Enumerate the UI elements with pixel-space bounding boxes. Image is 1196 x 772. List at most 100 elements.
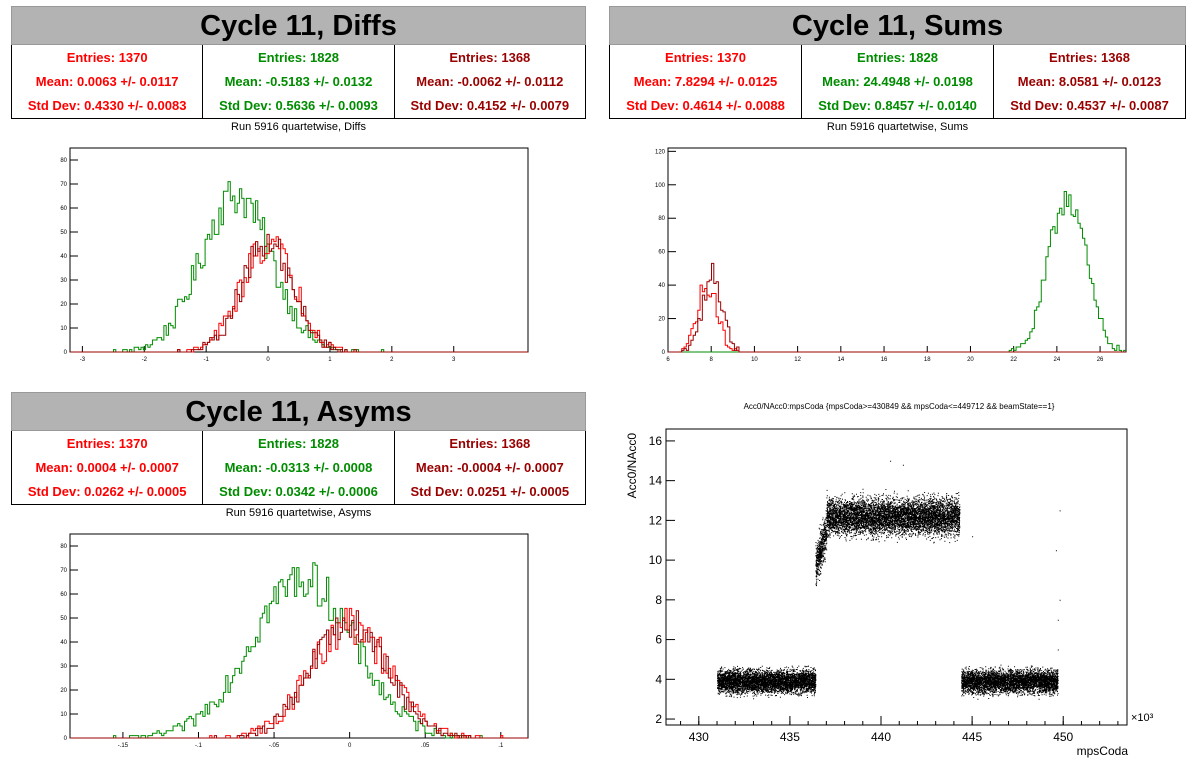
y-tick-label: 20 xyxy=(60,302,67,308)
y-tick-label: 2 xyxy=(655,712,662,726)
diffs-stats-box: Entries: 1370 Mean: 0.0063 +/- 0.0117 St… xyxy=(11,45,586,119)
histogram-series xyxy=(70,607,528,739)
stats-col: Entries: 1368 Mean: -0.0062 +/- 0.0112 S… xyxy=(395,45,585,118)
stats-entries: Entries: 1370 xyxy=(665,49,746,65)
asyms-subtitle: Run 5916 quartetwise, Asyms xyxy=(225,507,372,519)
x-tick-label: 445 xyxy=(962,730,982,744)
histogram-series xyxy=(668,190,1126,353)
scatter-cluster xyxy=(961,664,1059,700)
scatter-title: Acc0/NAcc0:mpsCoda {mpsCoda>=430849 && m… xyxy=(744,402,1055,411)
x-tick-label: 26 xyxy=(1097,357,1104,363)
scatter-outliers xyxy=(817,460,1061,651)
scatter-cluster-points xyxy=(717,665,817,700)
stats-std: Std Dev: 0.4152 +/- 0.0079 xyxy=(410,98,570,114)
y-tick-label: 10 xyxy=(60,712,67,718)
x-tick-label: .1 xyxy=(498,743,504,749)
y-tick-label: 20 xyxy=(60,688,67,694)
x-tick-label: -.1 xyxy=(195,743,203,749)
y-tick-label: 80 xyxy=(60,158,67,164)
x-tick-label: -.15 xyxy=(118,743,129,749)
stats-std: Std Dev: 0.0342 +/- 0.0006 xyxy=(219,484,378,500)
y-tick-label: 60 xyxy=(658,250,665,256)
y-tick-label: 60 xyxy=(60,206,67,212)
y-tick-label: 12 xyxy=(649,513,663,527)
stats-mean: Mean: 7.8294 +/- 0.0125 xyxy=(633,73,778,89)
stats-mean: Mean: 8.0581 +/- 0.0123 xyxy=(1017,73,1162,89)
x-tick-label: 18 xyxy=(924,357,931,363)
histogram-series xyxy=(70,610,528,739)
scatter-cluster-points xyxy=(826,488,961,544)
y-tick-label: 0 xyxy=(64,736,68,742)
y-tick-label: 60 xyxy=(60,592,67,598)
x-tick-label: 6 xyxy=(666,357,670,363)
stats-entries: Entries: 1368 xyxy=(449,435,531,451)
asyms-title: Cycle 11, Asyms xyxy=(11,392,586,431)
stats-std: Std Dev: 0.8457 +/- 0.0140 xyxy=(818,98,977,114)
histogram-series xyxy=(70,236,528,353)
x-tick-label: 14 xyxy=(837,357,844,363)
stats-col: Entries: 1370 Mean: 7.8294 +/- 0.0125 St… xyxy=(610,45,802,118)
x-tick-label: -.05 xyxy=(269,743,280,749)
x-tick-label: 0 xyxy=(348,743,352,749)
x-tick-label: -3 xyxy=(80,357,86,363)
x-tick-label: 10 xyxy=(751,357,758,363)
y-tick-label: 0 xyxy=(662,350,666,356)
scatter-points xyxy=(717,460,1061,700)
x-tick-label: 22 xyxy=(1010,357,1017,363)
y-tick-label: 40 xyxy=(60,254,67,260)
stats-std: Std Dev: 0.4537 +/- 0.0087 xyxy=(1010,98,1169,114)
x-tick-label: 430 xyxy=(689,730,709,744)
stats-entries: Entries: 1368 xyxy=(1049,49,1130,65)
stats-col: Entries: 1828 Mean: 24.4948 +/- 0.0198 S… xyxy=(802,45,994,118)
x-tick-label: 2 xyxy=(390,357,394,363)
x-tick-label: .05 xyxy=(421,743,430,749)
stats-mean: Mean: -0.0004 +/- 0.0007 xyxy=(415,459,564,475)
y-tick-label: 120 xyxy=(655,149,666,155)
y-tick-label: 30 xyxy=(60,278,67,284)
scatter-cluster xyxy=(826,488,961,544)
stats-std: Std Dev: 0.0262 +/- 0.0005 xyxy=(27,484,187,500)
y-tick-label: 100 xyxy=(655,183,666,189)
x-axis-label: mpsCoda xyxy=(1077,744,1129,758)
y-tick-label: 80 xyxy=(60,544,67,550)
y-tick-label: 4 xyxy=(655,672,662,686)
histogram-series xyxy=(668,262,1126,353)
scatter-cluster-points xyxy=(815,510,828,587)
stats-mean: Mean: -0.0062 +/- 0.0112 xyxy=(416,73,564,89)
asyms-stats-box: Entries: 1370 Mean: 0.0004 +/- 0.0007 St… xyxy=(11,431,586,505)
y-axis-label: Acc0/NAcc0 xyxy=(625,433,639,499)
histogram-series xyxy=(70,562,528,739)
stats-mean: Mean: 0.0004 +/- 0.0007 xyxy=(35,459,179,475)
scatter-cluster xyxy=(717,665,817,700)
x-tick-label: 12 xyxy=(794,357,801,363)
stats-mean: Mean: -0.0313 +/- 0.0008 xyxy=(224,459,373,475)
stats-entries: Entries: 1368 xyxy=(449,49,531,65)
x-tick-label: 1 xyxy=(328,357,332,363)
stats-std: Std Dev: 0.5636 +/- 0.0093 xyxy=(219,98,378,114)
y-tick-label: 20 xyxy=(658,317,665,323)
stats-entries: Entries: 1828 xyxy=(857,49,938,65)
plot-frame xyxy=(69,147,529,353)
x-tick-label: 3 xyxy=(452,357,456,363)
x-exponent-label: ×10³ xyxy=(1131,712,1154,724)
y-tick-label: 8 xyxy=(655,593,662,607)
diffs-title: Cycle 11, Diffs xyxy=(11,6,586,45)
stats-entries: Entries: 1370 xyxy=(66,435,148,451)
stats-mean: Mean: 0.0063 +/- 0.0117 xyxy=(35,73,179,89)
y-tick-label: 30 xyxy=(60,664,67,670)
sums-stats-box: Entries: 1370 Mean: 7.8294 +/- 0.0125 St… xyxy=(609,45,1186,119)
x-tick-label: -1 xyxy=(203,357,209,363)
asyms-histogram: -.15 -.1 -.05 0 .05 .1 0 10 20 30 40 50 60 70 80 xyxy=(60,533,529,749)
y-tick-label: 0 xyxy=(64,350,68,356)
stats-col: Entries: 1370 Mean: 0.0063 +/- 0.0117 St… xyxy=(12,45,204,118)
stats-entries: Entries: 1828 xyxy=(258,435,339,451)
histogram-series xyxy=(70,233,528,353)
stats-col: Entries: 1368 Mean: 8.0581 +/- 0.0123 St… xyxy=(994,45,1185,118)
x-tick-label: 440 xyxy=(871,730,891,744)
stats-mean: Mean: 24.4948 +/- 0.0198 xyxy=(822,73,973,89)
y-tick-label: 10 xyxy=(649,553,663,567)
sums-subtitle: Run 5916 quartetwise, Sums xyxy=(826,121,969,133)
x-tick-label: 435 xyxy=(780,730,800,744)
stats-entries: Entries: 1370 xyxy=(66,49,148,65)
